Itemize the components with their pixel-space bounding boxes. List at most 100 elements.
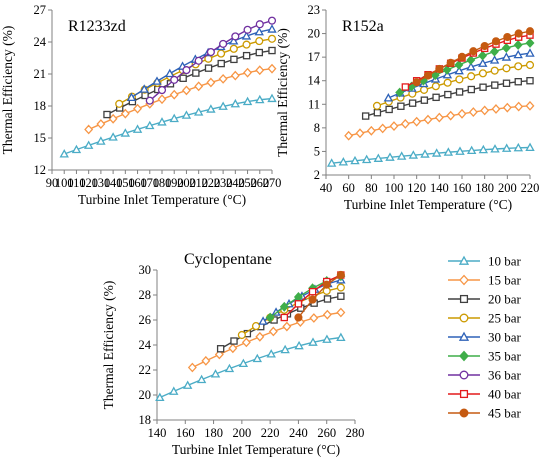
data-point (157, 85, 167, 95)
data-point (336, 332, 346, 342)
data-point (501, 52, 512, 61)
legend-label: 40 bar (488, 387, 522, 402)
data-point (490, 144, 500, 153)
data-point (514, 62, 523, 71)
x-tick-label: 180 (153, 176, 172, 190)
data-point (108, 113, 118, 124)
x-tick-label: 140 (430, 181, 449, 195)
series-20-bar (361, 77, 534, 120)
data-point (280, 344, 290, 354)
chart-title: Cyclopentane (184, 251, 272, 268)
series-line (192, 311, 341, 369)
data-point (396, 151, 407, 160)
data-point (228, 36, 239, 45)
legend-item: 25 bar (448, 311, 522, 326)
data-point (170, 75, 179, 84)
data-point (255, 65, 265, 76)
x-tick-label: 170 (140, 176, 159, 190)
data-point (219, 39, 228, 48)
data-point (266, 349, 276, 358)
series-20-bar (216, 292, 345, 353)
data-point (132, 124, 143, 133)
data-point (181, 85, 191, 96)
chart-title: R1233zd (68, 18, 126, 35)
data-point (194, 56, 203, 65)
data-point (468, 107, 478, 117)
data-point (196, 374, 207, 384)
x-axis-label: Turbine Inlet Temperature (°C) (172, 442, 340, 457)
x-tick-label: 220 (261, 426, 280, 440)
y-tick-label: 27 (34, 3, 47, 17)
x-tick-label: 130 (92, 176, 111, 190)
legend-label: 36 bar (488, 368, 522, 383)
y-tick-label: 17 (308, 50, 321, 64)
data-point (457, 52, 467, 61)
x-tick-label: 80 (365, 181, 378, 195)
data-point (478, 69, 487, 78)
data-point (182, 66, 191, 75)
data-point (251, 322, 261, 331)
data-point (435, 64, 444, 74)
legend-item: 36 bar (448, 368, 522, 383)
y-tick-label: 18 (139, 413, 152, 427)
data-point (389, 121, 399, 132)
data-point (267, 16, 277, 25)
legend-label: 45 bar (488, 406, 522, 421)
data-point (395, 87, 405, 98)
legend-item: 35 bar (448, 349, 522, 364)
data-point (373, 108, 382, 117)
data-point (279, 301, 289, 312)
data-point (59, 149, 69, 158)
data-point (467, 72, 476, 81)
data-point (294, 313, 303, 322)
y-tick-label: 28 (139, 288, 152, 302)
data-point (84, 124, 94, 135)
legend-label: 35 bar (488, 349, 522, 364)
data-point (491, 37, 501, 46)
data-point (378, 123, 388, 134)
data-point (455, 75, 464, 84)
data-point (217, 49, 226, 58)
data-point (350, 155, 360, 165)
data-point (182, 380, 193, 389)
legend-label: 15 bar (488, 273, 522, 288)
chart-panel-1: 2 5 8 11 14 17 20 23 40 60 80 100 120 140 160 180 200 220… (275, 3, 539, 212)
data-point (434, 112, 444, 123)
data-point (420, 149, 430, 158)
y-tick-label: 8 (314, 121, 320, 135)
data-point (322, 280, 331, 289)
data-point (308, 337, 318, 346)
data-point (501, 43, 511, 53)
legend: 10 bar 15 bar 20 bar 25 bar 30 bar 35 bar 36 b… (448, 254, 522, 421)
data-point (157, 94, 167, 105)
y-axis-label: Thermal Efficiency (%) (275, 28, 290, 157)
data-point (466, 62, 476, 71)
data-point (457, 108, 467, 119)
data-point (423, 71, 433, 80)
data-point (133, 103, 143, 114)
legend-marker (458, 331, 470, 341)
y-tick-label: 24 (139, 338, 152, 352)
data-point (383, 93, 394, 102)
legend-marker (459, 389, 469, 399)
data-point (255, 20, 264, 29)
data-point (446, 110, 456, 121)
x-tick-label: 140 (104, 176, 123, 190)
data-point (254, 26, 264, 36)
data-point (431, 148, 442, 157)
data-point (454, 59, 464, 70)
legend-marker (459, 350, 469, 362)
series-line (297, 274, 342, 318)
x-axis-label: Turbine Inlet Temperature (°C) (344, 197, 512, 212)
data-point (169, 89, 179, 100)
y-tick-label: 14 (308, 74, 321, 88)
legend-marker (459, 313, 469, 323)
data-point (309, 313, 319, 323)
data-point (526, 77, 534, 85)
x-tick-label: 120 (79, 176, 98, 190)
legend-item: 10 bar (448, 254, 522, 269)
data-point (525, 48, 535, 57)
data-point (322, 309, 332, 320)
